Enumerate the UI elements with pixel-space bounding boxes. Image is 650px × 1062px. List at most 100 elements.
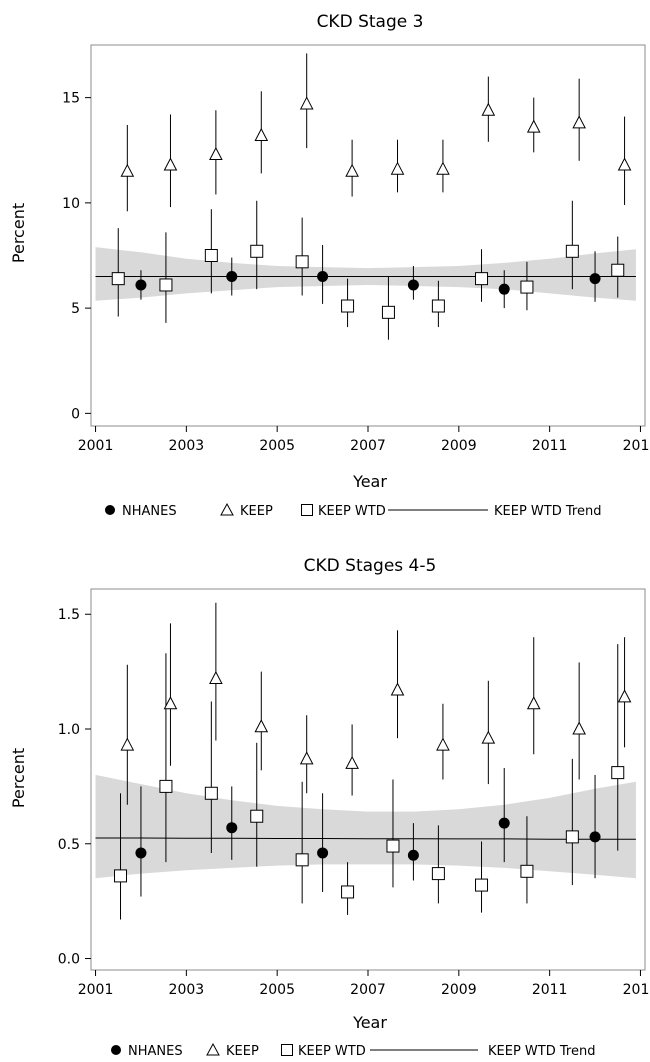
data-point-nhanes	[498, 283, 510, 295]
y-axis-label: Percent	[9, 748, 28, 808]
data-point-nhanes	[317, 847, 329, 859]
legend-marker-keep-wtd	[301, 504, 313, 516]
data-point-keep	[345, 163, 359, 177]
data-point-nhanes	[589, 831, 601, 843]
data-point-keep	[526, 119, 541, 133]
data-point-keep	[481, 730, 496, 744]
data-point-keep-wtd	[381, 305, 395, 319]
chart-ckd-stages-4-5: CKD Stages 4-5 Percent Year NHANES KEEP …	[9, 556, 650, 1059]
data-point-keep	[526, 696, 541, 710]
x-tick-label: 2001	[78, 982, 114, 998]
data-point-keep-wtd	[295, 853, 309, 867]
x-tick-label: 2005	[259, 438, 295, 454]
x-tick-label: 2009	[441, 982, 477, 998]
x-tick-label: 2011	[532, 982, 568, 998]
data-point-keep	[209, 146, 223, 160]
data-point-keep-wtd	[565, 244, 579, 258]
data-point-keep-wtd	[431, 867, 445, 881]
data-point-keep-wtd	[475, 878, 489, 892]
data-point-keep	[254, 719, 269, 733]
plot-area	[95, 53, 636, 340]
data-point-keep	[617, 157, 632, 171]
data-point-keep	[163, 696, 178, 710]
x-tick-label: 2007	[350, 438, 386, 454]
data-point-keep	[436, 737, 450, 751]
legend-label-keep: KEEP	[240, 504, 273, 519]
y-tick-label: 0.5	[58, 837, 80, 853]
x-tick-label: 2001	[78, 438, 114, 454]
data-point-keep-wtd	[431, 299, 445, 313]
data-point-nhanes	[407, 849, 419, 861]
legend: NHANES KEEP KEEP WTD KEEP WTD Trend	[105, 502, 601, 519]
x-axis-label: Year	[352, 1013, 387, 1032]
data-point-keep-wtd	[611, 766, 625, 780]
legend-marker-keep	[220, 502, 234, 516]
chart-ckd-stage-3: CKD Stage 3 Percent Year NHANES KEEP KEE…	[9, 12, 650, 519]
legend-label-nhanes: NHANES	[128, 1044, 183, 1059]
data-point-keep-wtd	[204, 248, 218, 262]
legend-label-trend: KEEP WTD Trend	[488, 1044, 595, 1059]
data-point-keep	[254, 127, 269, 142]
y-tick-label: 1.5	[58, 607, 80, 623]
chart-title: CKD Stages 4-5	[304, 556, 437, 576]
y-tick-label: 0	[71, 406, 80, 422]
data-point-keep-wtd	[250, 244, 264, 258]
x-tick-label: 2007	[350, 982, 386, 998]
data-point-keep	[299, 751, 314, 765]
data-point-nhanes	[498, 817, 510, 829]
data-point-keep	[390, 161, 405, 175]
legend-marker-keep-wtd	[281, 1044, 293, 1056]
data-point-keep	[390, 682, 405, 696]
data-point-nhanes	[135, 847, 147, 859]
plot-frame	[90, 44, 646, 427]
y-tick-label: 5	[71, 301, 80, 317]
plot-frame	[90, 588, 646, 971]
data-point-keep-wtd	[386, 839, 400, 853]
data-point-keep	[436, 161, 450, 175]
data-point-keep-wtd	[159, 278, 173, 292]
x-tick-label: 2013	[623, 982, 650, 998]
data-point-keep-wtd	[475, 272, 489, 286]
trend-confidence-band	[95, 774, 636, 879]
data-point-nhanes	[135, 279, 147, 291]
data-point-keep	[345, 755, 359, 769]
chart-title: CKD Stage 3	[317, 12, 424, 32]
x-tick-label: 2003	[169, 982, 205, 998]
data-point-nhanes	[226, 822, 238, 834]
data-point-keep	[120, 737, 135, 751]
data-point-keep-wtd	[204, 786, 218, 800]
plot-area	[95, 602, 636, 920]
data-point-keep-wtd	[611, 263, 625, 277]
x-tick-label: 2005	[259, 982, 295, 998]
legend-label-trend: KEEP WTD Trend	[494, 504, 601, 519]
data-point-nhanes	[317, 271, 329, 283]
x-tick-label: 2011	[532, 438, 568, 454]
data-point-keep	[120, 163, 135, 177]
data-point-nhanes	[589, 273, 601, 285]
data-point-keep	[572, 115, 586, 129]
y-tick-label: 0.0	[58, 952, 80, 968]
y-tick-label: 15	[62, 91, 80, 107]
x-tick-label: 2009	[441, 438, 477, 454]
legend-label-keep-wtd: KEEP WTD	[318, 504, 386, 519]
data-point-keep	[299, 96, 314, 110]
x-tick-label: 2013	[623, 438, 650, 454]
x-tick-label: 2003	[169, 438, 205, 454]
legend-label-keep-wtd: KEEP WTD	[298, 1044, 366, 1059]
data-point-keep-wtd	[250, 809, 264, 823]
data-point-keep-wtd	[295, 255, 309, 269]
trend-line	[95, 837, 636, 840]
data-point-keep	[617, 689, 632, 703]
y-tick-label: 10	[62, 196, 80, 212]
legend-marker-nhanes	[111, 1045, 121, 1055]
data-point-keep-wtd	[111, 272, 125, 286]
data-point-keep-wtd	[520, 864, 534, 878]
x-axis-label: Year	[352, 472, 387, 491]
y-tick-label: 1.0	[58, 722, 80, 738]
data-point-keep-wtd	[114, 869, 128, 883]
data-point-nhanes	[407, 279, 419, 291]
legend: NHANES KEEP KEEP WTD KEEP WTD Trend	[111, 1042, 595, 1059]
data-point-keep	[163, 157, 178, 171]
data-point-keep-wtd	[341, 299, 355, 313]
